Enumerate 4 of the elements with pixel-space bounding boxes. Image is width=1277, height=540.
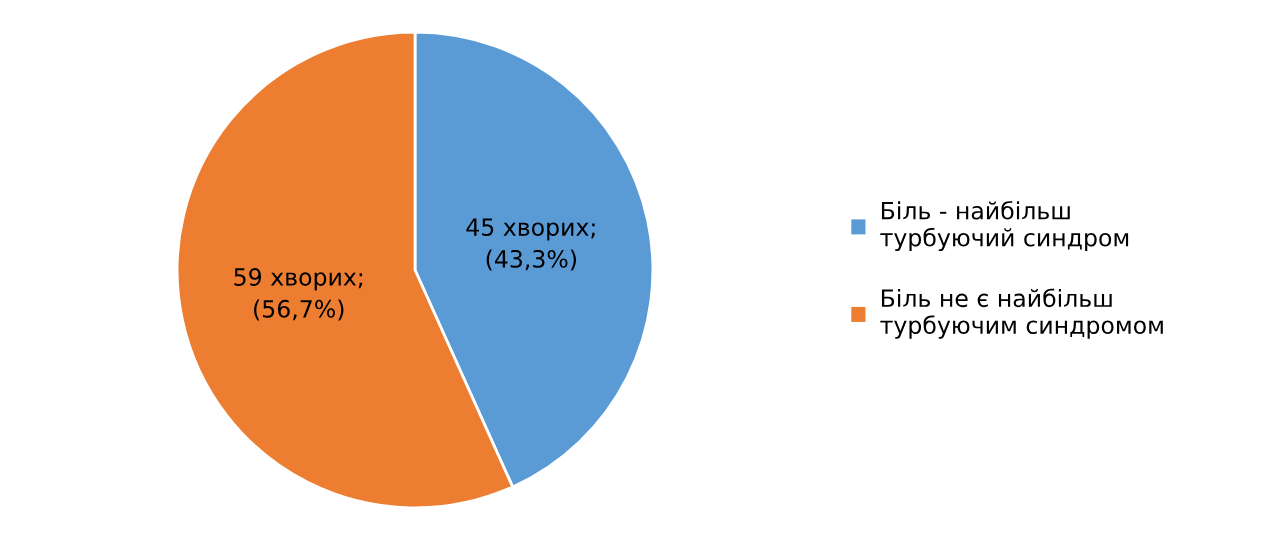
data-label: 45 хворих; (43,3%)	[466, 218, 595, 271]
legend-label: Біль - найбільш турбуючий синдром	[880, 200, 1129, 252]
legend-label: Біль не є найбільш турбуючим синдромом	[880, 288, 1163, 339]
data-label: 59 хворих; (56,7%)	[234, 268, 363, 321]
